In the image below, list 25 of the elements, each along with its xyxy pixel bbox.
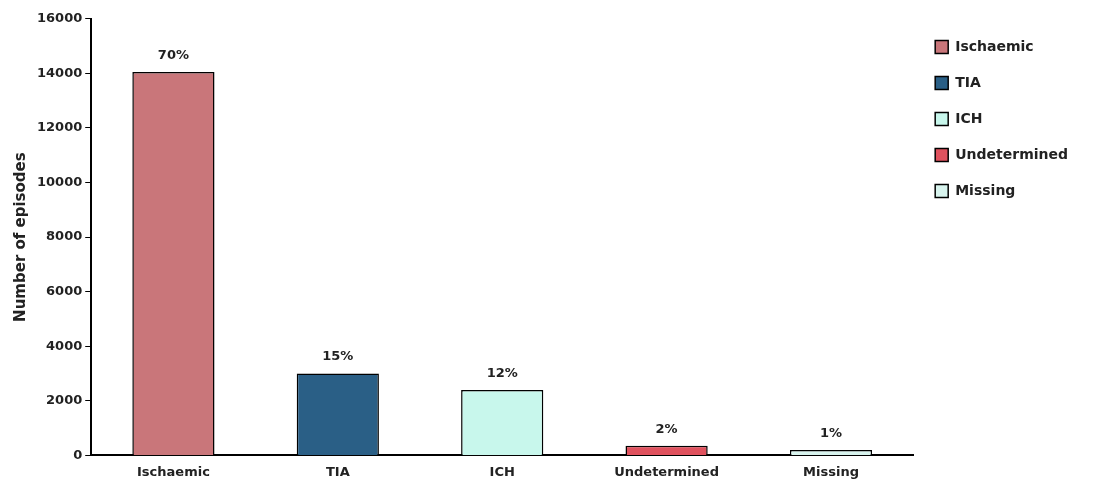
x-tick-label: Ischaemic (137, 463, 210, 479)
annotation: 15% (322, 348, 354, 364)
legend-label: Missing (955, 181, 1016, 198)
y-tick-label: 16000 (36, 10, 83, 26)
y-tick-label: 6000 (46, 283, 83, 299)
legend-label: Ischaemic (955, 37, 1034, 54)
annotation: 70% (157, 46, 189, 62)
x-tick-label: TIA (325, 463, 350, 479)
annotation: 2% (655, 420, 678, 436)
x-tick-label: ICH (489, 463, 515, 479)
x-tick-label: Missing (803, 463, 859, 479)
legend-label: Undetermined (955, 145, 1069, 162)
y-tick-label: 12000 (36, 119, 83, 135)
y-tick-label: 10000 (36, 173, 83, 189)
y-tick-label: 8000 (46, 228, 83, 244)
y-axis-title: Number of episodes (10, 152, 29, 322)
y-tick-label: 0 (73, 446, 83, 462)
x-tick-label: Undetermined (614, 463, 719, 479)
annotation: 12% (486, 364, 518, 380)
y-tick-label: 14000 (36, 64, 83, 80)
y-tick-label: 4000 (46, 337, 83, 353)
annotation: 1% (819, 424, 843, 440)
y-tick-label: 2000 (46, 392, 83, 408)
legend-label: TIA (955, 73, 981, 90)
legend-label: ICH (955, 109, 983, 126)
